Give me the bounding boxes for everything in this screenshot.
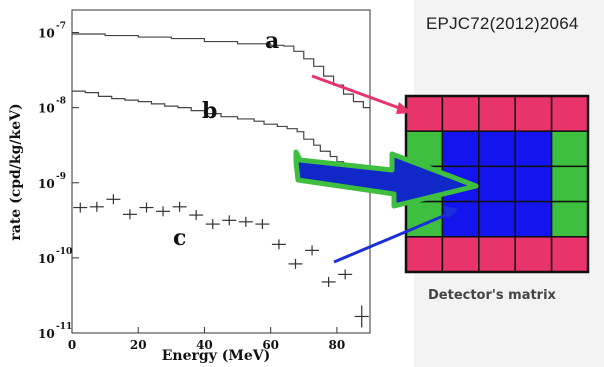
series-c-point [122, 209, 137, 220]
series-c-point [338, 269, 353, 280]
y-tick-label-exponent: -9 [56, 172, 66, 182]
series-c-point [321, 276, 336, 287]
x-axis-label: Energy (MeV) [162, 348, 270, 364]
y-tick-label-exponent: -11 [56, 322, 72, 332]
y-tick-label-exponent: -8 [56, 97, 66, 107]
matrix-cell [441, 130, 480, 168]
y-tick-label-exponent: -10 [56, 247, 72, 257]
series-c-point [238, 216, 253, 227]
x-tick-label: 60 [262, 338, 279, 352]
matrix-cell [478, 165, 516, 203]
matrix-cell [514, 165, 553, 203]
series-c-point [354, 305, 369, 328]
arrow-a-line [311, 74, 403, 111]
annotation-b: b [202, 98, 217, 124]
series-c-point [106, 194, 121, 205]
y-tick-label-exponent: -7 [56, 22, 66, 32]
y-tick-label-base: 10 [38, 27, 55, 41]
x-tick-label: 20 [130, 338, 147, 352]
matrix-cell [441, 200, 480, 238]
series-c-point [189, 210, 204, 221]
series-c-point [139, 202, 154, 213]
big-arrow-to-matrix [293, 149, 479, 209]
matrix-cell [514, 130, 553, 168]
x-tick-label: 0 [68, 338, 76, 352]
matrix-label: Detector's matrix [428, 288, 556, 303]
arrow-c-line [333, 212, 449, 264]
series-c-point [156, 206, 171, 217]
matrix-cell [478, 200, 516, 238]
arrow-c-head [443, 206, 458, 219]
matrix-cell [441, 95, 480, 132]
x-tick-label: 40 [196, 338, 213, 352]
series-c-point [288, 258, 303, 269]
series-c-point [271, 239, 286, 250]
y-tick-label-base: 10 [38, 177, 55, 191]
series-c-point [205, 219, 220, 230]
matrix-cell [550, 95, 589, 132]
matrix-cell [514, 200, 553, 238]
series-b-line [72, 90, 371, 187]
series-c-point [172, 201, 187, 212]
matrix-cell [550, 165, 589, 203]
matrix-cell [405, 236, 444, 273]
series-c-point [305, 245, 320, 256]
y-tick-label-base: 10 [38, 327, 55, 341]
matrix-cell [441, 236, 480, 273]
annotation-c: c [173, 225, 186, 251]
series-a-line [72, 33, 371, 112]
matrix-cell [514, 95, 553, 132]
matrix-cell [478, 236, 516, 273]
arrows-layer [293, 74, 479, 264]
matrix-cell [550, 130, 589, 168]
series-c-point [255, 219, 270, 230]
x-axis-ticks: 0 20 40 60 80 [68, 327, 345, 352]
matrix-cell [478, 95, 516, 132]
matrix-cell [514, 236, 553, 273]
matrix-cell [478, 130, 516, 168]
series-layer [72, 33, 371, 328]
y-tick-label-base: 10 [38, 252, 55, 266]
series-c-point [222, 215, 237, 226]
x-tick-label: 80 [329, 338, 346, 352]
series-c-point [73, 202, 88, 213]
annotation-a: a [265, 28, 279, 54]
series-c-point [89, 201, 104, 212]
reference-citation: EPJC72(2012)2064 [426, 14, 579, 33]
y-axis-label: rate (cpd/kg/keV) [8, 103, 24, 240]
arrow-a-head [396, 102, 412, 114]
matrix-cell [550, 236, 589, 273]
matrix-cell [405, 95, 444, 132]
y-tick-label-base: 10 [38, 102, 55, 116]
matrix-cell [550, 200, 589, 238]
